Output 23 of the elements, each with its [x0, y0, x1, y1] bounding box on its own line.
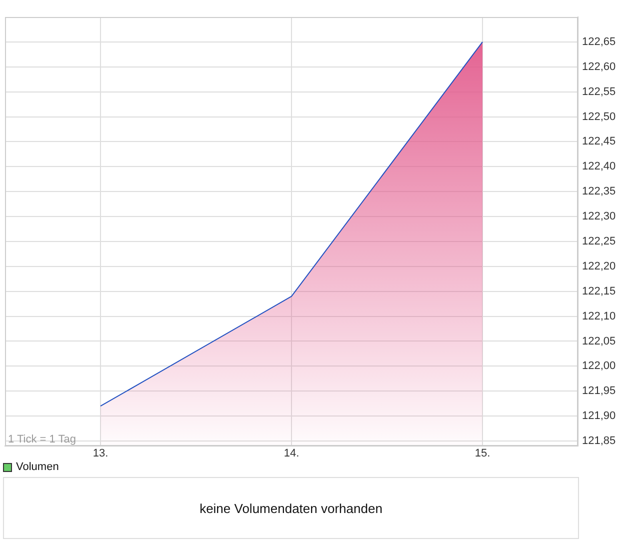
y-tick-label: 121,90 [582, 410, 616, 422]
y-tick-label: 122,30 [582, 210, 616, 223]
y-tick-label: 122,65 [582, 36, 616, 48]
y-tick-label: 122,10 [582, 310, 616, 322]
x-tick-label: 15. [474, 448, 490, 460]
y-tick-label: 122,25 [582, 236, 616, 248]
y-tick-label: 122,05 [582, 335, 616, 348]
y-tick-label: 122,45 [582, 136, 616, 148]
y-tick-label: 121,85 [582, 435, 616, 448]
x-tick-label: 14. [284, 448, 300, 460]
y-tick-label: 122,55 [582, 86, 616, 98]
y-tick-label: 122,15 [582, 285, 616, 298]
x-tick-label: 13. [92, 448, 108, 460]
y-tick-label: 122,40 [582, 160, 616, 173]
annotation: 1 Tick = 1 Tag [8, 434, 76, 446]
y-tick-label: 122,00 [582, 360, 616, 372]
y-tick-label: 122,35 [582, 186, 616, 198]
text: keine Volumendaten vorhanden [200, 500, 382, 516]
y-tick-label: 122,60 [582, 60, 616, 73]
y-tick-label: 122,50 [582, 110, 616, 123]
text: Volumen [16, 461, 59, 473]
y-tick-label: 122,20 [582, 260, 616, 272]
y-tick-label: 121,95 [582, 385, 616, 398]
